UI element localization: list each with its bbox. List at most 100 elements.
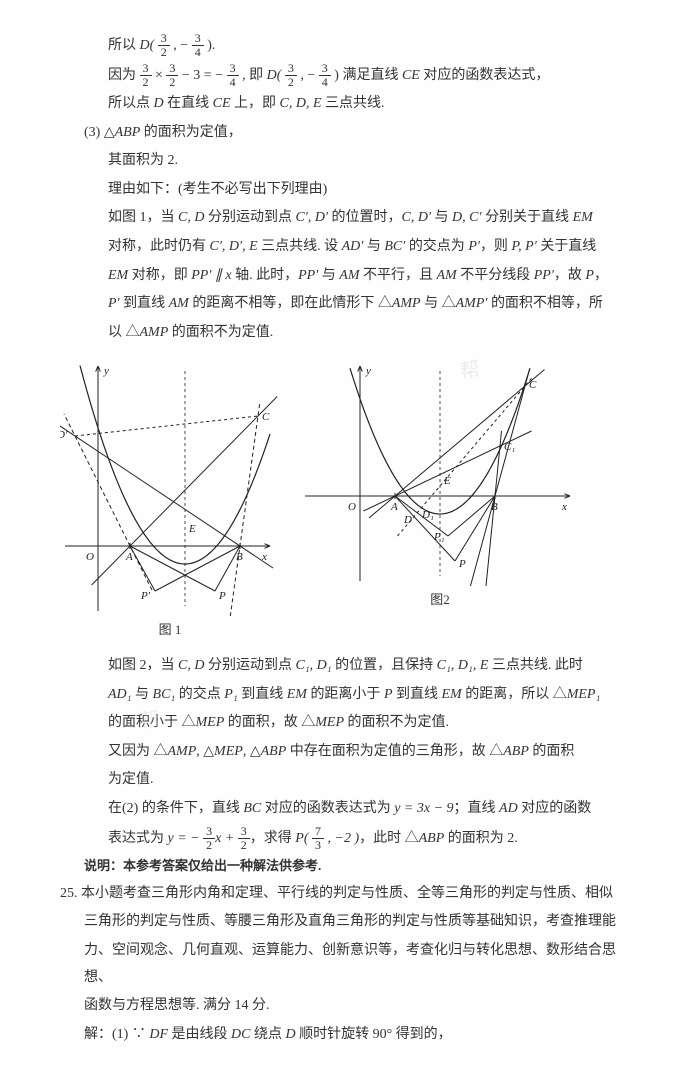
t: 到直线 [393,687,442,702]
svg-text:C₁: C₁ [504,441,515,453]
t: 分别关于直线 [482,210,573,225]
t: 的距离不相等，即在此情形下 △ [189,296,392,311]
t: 与 [132,687,153,702]
t: 的交点为 [405,239,468,254]
t: PP′ [298,268,318,283]
t: ABP [261,744,287,759]
t: D [285,1027,295,1042]
t: 顺时针旋转 90° 得到的， [296,1027,452,1042]
text-line: (3) △ABP 的面积为定值， [60,120,622,147]
t: 分别运动到点 [204,658,295,673]
svg-text:y: y [365,365,371,377]
fraction: 32 [166,62,178,89]
t: AMP [140,325,169,340]
t: 到直线 [120,296,169,311]
text-line: 其面积为 2. [60,148,622,175]
text-line: EM 对称，即 PP′ ∥ x 轴. 此时，PP′ 与 AM 不平行，且 AM … [60,263,622,290]
t: EM [573,210,593,225]
fraction: 34 [319,62,331,89]
t: 对应的函数 [518,801,592,816]
t: AM [437,268,457,283]
t: 所以点 [108,96,154,111]
svg-text:D₁: D₁ [421,509,434,521]
t: P₁ [224,687,237,702]
text-line: 所以点 D 在直线 CE 上，即 C, D, E 三点共线. [60,91,622,118]
t: MEP [214,744,243,759]
t: 为定值. [108,772,154,787]
t: AM [339,268,359,283]
svg-text:A: A [390,501,398,513]
svg-text:P: P [218,590,226,602]
svg-text:E: E [188,523,196,535]
t: 三点共线. 设 [258,239,342,254]
t: 本小题考查三角形内角和定理、平行线的判定与性质、全等三角形的判定与性质、相似 [78,886,614,901]
t: ABP [503,744,529,759]
svg-text:C: C [262,411,270,423]
t: 理由如下：(考生不必写出下列理由) [108,182,327,197]
text-line: 如图 1，当 C, D 分别运动到点 C′, D′ 的位置时，C, D′ 与 D… [60,205,622,232]
fraction: 32 [285,62,297,89]
t: 对称，此时仍有 [108,239,210,254]
t: 关于直线 [537,239,597,254]
text-line: 的面积小于 △MEP 的面积，故 △MEP 的面积不为定值. [60,710,622,737]
figure-1: xyOABECD′PP′ 图 1 [60,356,280,643]
t: 的面积小于 △ [108,715,196,730]
t: C, D, E [280,96,322,111]
t: PP′ [534,268,554,283]
t: C, D′ [402,210,432,225]
t: 到直线 [238,687,287,702]
t: C₁, D₁, E [437,658,489,673]
t: MEP₁ [567,687,601,702]
t: AD′ [342,239,364,254]
t: 对应的函数表达式为 [261,801,394,816]
t: 在直线 [164,96,213,111]
figure-2: xyOABECC₁DD₁PP₁ 图2 [300,356,580,643]
t: 的面积为定值， [140,125,242,140]
text-line: 因为 32 × 32 − 3 = − 34 , 即 D( 32 , − 34 )… [60,62,622,90]
t: C, D [178,658,204,673]
t: y = 3x − 9 [394,801,453,816]
t: 其面积为 2. [108,153,178,168]
svg-text:P: P [458,558,466,570]
t: ， [594,268,608,283]
t: , − [297,67,319,82]
svg-text:C: C [529,379,537,391]
t: 的距离，所以 △ [462,687,567,702]
text-line: 对称，此时仍有 C′, D′, E 三点共线. 设 AD′ 与 BC′ 的交点为… [60,234,622,261]
text-line: 如图 2，当 C, D 分别运动到点 C₁, D₁ 的位置，且保持 C₁, D₁… [60,653,622,680]
text-line: 在(2) 的条件下，直线 BC 对应的函数表达式为 y = 3x − 9；直线 … [60,796,622,823]
t: 三点共线. [322,96,385,111]
t: MEP [196,715,225,730]
t: 对应的函数表达式， [420,67,550,82]
t: EM [108,268,128,283]
t: ABP [419,831,445,846]
t: 的位置，且保持 [332,658,437,673]
t: D, C′ [452,210,482,225]
t: 与 [318,268,339,283]
q25-line: 25. 本小题考查三角形内角和定理、平行线的判定与性质、全等三角形的判定与性质、… [60,881,622,908]
t: DC [231,1027,250,1042]
t: C, D [178,210,204,225]
t: , △ [196,744,214,759]
t: 三角形的判定与性质、等腰三角形及直角三角形的判定与性质等基础知识，考查推理能 [84,914,616,929]
t: AMP [168,744,197,759]
figure-1-svg: xyOABECD′PP′ [60,356,280,616]
svg-text:O: O [86,551,94,563]
t: MEP [315,715,344,730]
t: C′, D′, E [210,239,258,254]
t: C′, D′ [295,210,328,225]
figure-2-caption: 图2 [300,588,580,613]
t: 上，即 [231,96,280,111]
figure-1-caption: 图 1 [60,618,280,643]
t: 的交点 [175,687,224,702]
t: 的面积不为定值. [344,715,449,730]
t: − 3 = − [178,67,226,82]
svg-text:x: x [561,501,567,513]
t: AMP [392,296,421,311]
t: 所以 [108,38,140,53]
text-line: P′ 到直线 AM 的距离不相等，即在此情形下 △AMP 与 △AMP′ 的面积… [60,291,622,318]
t: 轴. 此时， [232,268,299,283]
t: 与 [363,239,384,254]
figures-row: xyOABECD′PP′ 图 1 xyOABECC₁DD₁PP₁ 图2 [60,356,622,643]
t: 在(2) 的条件下，直线 [108,801,243,816]
